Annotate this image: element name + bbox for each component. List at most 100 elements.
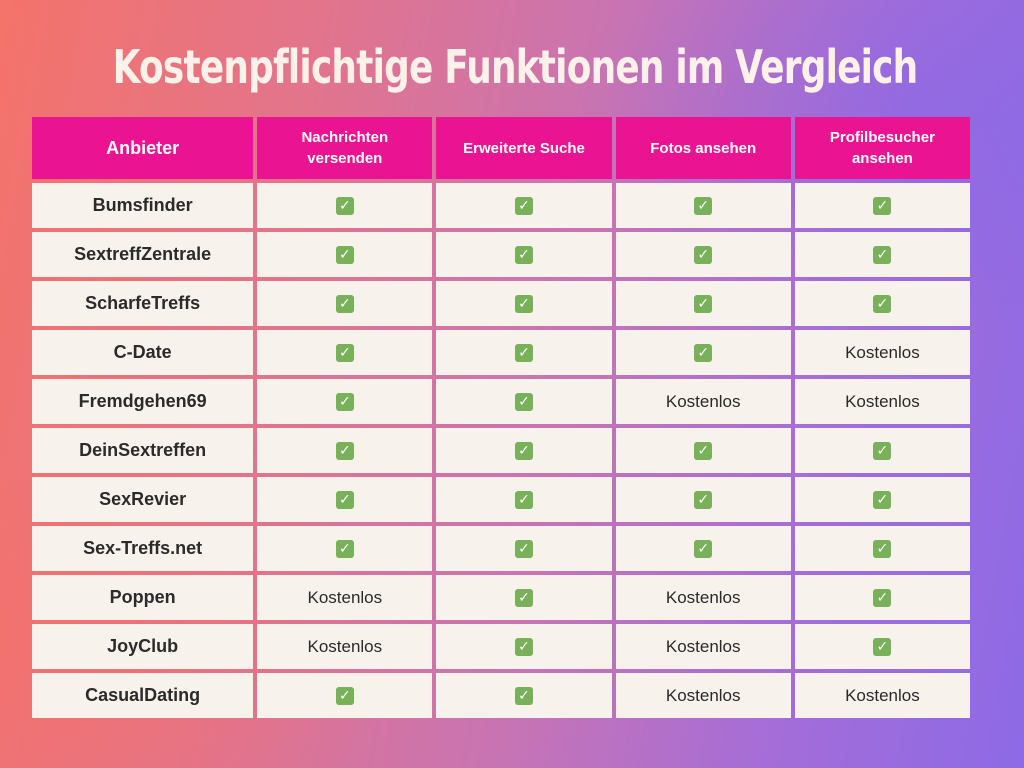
header-advanced-search: Erweiterte Suche — [436, 117, 612, 179]
feature-cell: ✓ — [257, 281, 433, 326]
provider-name: Poppen — [32, 575, 254, 620]
feature-cell: ✓ — [615, 232, 791, 277]
feature-cell: ✓ — [794, 624, 970, 669]
check-mark-icon: ✓ — [515, 442, 534, 461]
provider-name: ScharfeTreffs — [32, 281, 254, 326]
provider-name: Fremdgehen69 — [32, 379, 254, 424]
check-mark-icon: ✓ — [515, 540, 534, 559]
table-row: C-Date ✓ ✓ ✓ Kostenlos — [32, 330, 970, 375]
check-mark-icon: ✓ — [515, 393, 534, 412]
feature-cell: ✓ — [257, 477, 433, 522]
header-view-profile-visitors: Profilbesucher ansehen — [794, 117, 970, 179]
comparison-table-container: Anbieter Nachrichten versenden Erweitert… — [32, 117, 970, 722]
provider-name: DeinSextreffen — [32, 428, 254, 473]
provider-name: JoyClub — [32, 624, 254, 669]
feature-cell: ✓ — [436, 183, 612, 228]
header-send-messages: Nachrichten versenden — [257, 117, 433, 179]
feature-cell: ✓ — [615, 183, 791, 228]
table-row: JoyClub Kostenlos ✓ Kostenlos ✓ — [32, 624, 970, 669]
check-mark-icon: ✓ — [335, 295, 354, 314]
check-mark-icon: ✓ — [335, 540, 354, 559]
feature-cell: ✓ — [436, 575, 612, 620]
feature-cell: ✓ — [615, 526, 791, 571]
table-row: ScharfeTreffs ✓ ✓ ✓ ✓ — [32, 281, 970, 326]
free-label: Kostenlos — [257, 575, 433, 620]
check-mark-icon: ✓ — [335, 197, 354, 216]
check-mark-icon: ✓ — [873, 540, 892, 559]
check-mark-icon: ✓ — [515, 197, 534, 216]
feature-cell: ✓ — [794, 526, 970, 571]
check-mark-icon: ✓ — [335, 393, 354, 412]
feature-cell: ✓ — [794, 575, 970, 620]
feature-cell: ✓ — [257, 232, 433, 277]
check-mark-icon: ✓ — [515, 491, 534, 510]
table-row: CasualDating ✓ ✓ Kostenlos Kostenlos — [32, 673, 970, 718]
comparison-table: Anbieter Nachrichten versenden Erweitert… — [28, 113, 974, 722]
check-mark-icon: ✓ — [873, 638, 892, 657]
check-mark-icon: ✓ — [515, 344, 534, 363]
check-mark-icon: ✓ — [873, 491, 892, 510]
check-mark-icon: ✓ — [873, 246, 892, 265]
feature-cell: ✓ — [794, 232, 970, 277]
free-label: Kostenlos — [615, 673, 791, 718]
feature-cell: ✓ — [615, 428, 791, 473]
provider-name: C-Date — [32, 330, 254, 375]
table-row: Fremdgehen69 ✓ ✓ Kostenlos Kostenlos — [32, 379, 970, 424]
feature-cell: ✓ — [257, 673, 433, 718]
provider-name: Sex-Treffs.net — [32, 526, 254, 571]
check-mark-icon: ✓ — [335, 344, 354, 363]
check-mark-icon: ✓ — [694, 442, 713, 461]
feature-cell: ✓ — [436, 428, 612, 473]
free-label: Kostenlos — [615, 575, 791, 620]
check-mark-icon: ✓ — [335, 246, 354, 265]
check-mark-icon: ✓ — [873, 197, 892, 216]
feature-cell: ✓ — [615, 281, 791, 326]
check-mark-icon: ✓ — [694, 344, 713, 363]
check-mark-icon: ✓ — [335, 491, 354, 510]
free-label: Kostenlos — [615, 379, 791, 424]
check-mark-icon: ✓ — [515, 246, 534, 265]
provider-name: CasualDating — [32, 673, 254, 718]
check-mark-icon: ✓ — [515, 295, 534, 314]
table-row: DeinSextreffen ✓ ✓ ✓ ✓ — [32, 428, 970, 473]
feature-cell: ✓ — [794, 428, 970, 473]
feature-cell: ✓ — [615, 477, 791, 522]
free-label: Kostenlos — [257, 624, 433, 669]
feature-cell: ✓ — [436, 281, 612, 326]
check-mark-icon: ✓ — [694, 295, 713, 314]
check-mark-icon: ✓ — [694, 197, 713, 216]
free-label: Kostenlos — [794, 330, 970, 375]
feature-cell: ✓ — [436, 330, 612, 375]
table-row: Poppen Kostenlos ✓ Kostenlos ✓ — [32, 575, 970, 620]
feature-cell: ✓ — [257, 379, 433, 424]
feature-cell: ✓ — [436, 673, 612, 718]
feature-cell: ✓ — [794, 477, 970, 522]
check-mark-icon: ✓ — [873, 442, 892, 461]
feature-cell: ✓ — [436, 624, 612, 669]
table-row: SexRevier ✓ ✓ ✓ ✓ — [32, 477, 970, 522]
feature-cell: ✓ — [436, 379, 612, 424]
feature-cell: ✓ — [257, 183, 433, 228]
table-row: Bumsfinder ✓ ✓ ✓ ✓ — [32, 183, 970, 228]
check-mark-icon: ✓ — [515, 589, 534, 608]
feature-cell: ✓ — [257, 330, 433, 375]
check-mark-icon: ✓ — [335, 687, 354, 706]
check-mark-icon: ✓ — [335, 442, 354, 461]
header-view-photos: Fotos ansehen — [615, 117, 791, 179]
feature-cell: ✓ — [436, 477, 612, 522]
table-body: Bumsfinder ✓ ✓ ✓ ✓ SextreffZentrale ✓ ✓ ✓ ✓ Scharf… — [32, 183, 970, 718]
free-label: Kostenlos — [615, 624, 791, 669]
feature-cell: ✓ — [794, 183, 970, 228]
feature-cell: ✓ — [436, 526, 612, 571]
provider-name: Bumsfinder — [32, 183, 254, 228]
table-header-row: Anbieter Nachrichten versenden Erweitert… — [32, 117, 970, 179]
check-mark-icon: ✓ — [694, 246, 713, 265]
table-row: SextreffZentrale ✓ ✓ ✓ ✓ — [32, 232, 970, 277]
free-label: Kostenlos — [794, 379, 970, 424]
feature-cell: ✓ — [257, 428, 433, 473]
page-title: Kostenpflichtige Funktionen im Vergleich — [112, 40, 919, 94]
check-mark-icon: ✓ — [515, 638, 534, 657]
provider-name: SexRevier — [32, 477, 254, 522]
check-mark-icon: ✓ — [694, 491, 713, 510]
feature-cell: ✓ — [794, 281, 970, 326]
